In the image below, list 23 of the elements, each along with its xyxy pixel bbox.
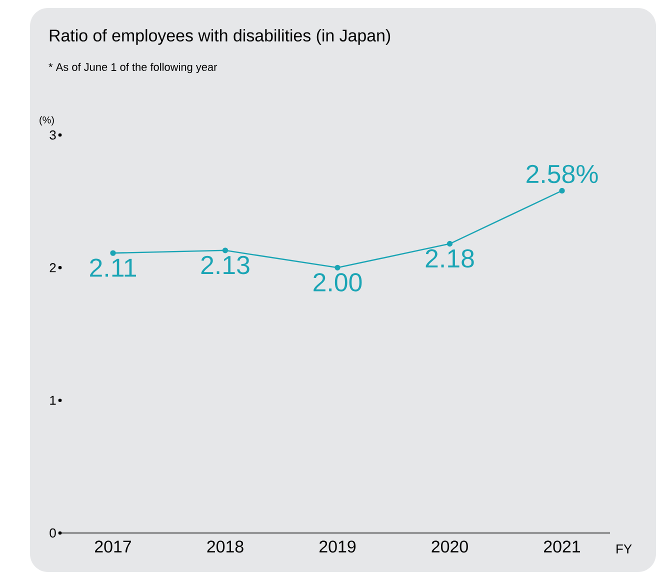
point	[110, 250, 116, 256]
chart-title: Ratio of employees with disabilities (in Japan)	[50, 29, 390, 45]
x-tick-label: 2021	[544, 540, 580, 553]
x-tick-label: 2017	[95, 540, 131, 553]
y-tick-label: 0	[50, 528, 56, 538]
y-tick-label: 2	[50, 263, 56, 272]
x-tick-label: 2020	[432, 540, 468, 553]
text: * As of June 1 of the following year	[48, 62, 218, 74]
point	[559, 188, 565, 194]
data-label: 2.58%	[526, 164, 598, 184]
y-axis-title: (%)	[40, 116, 54, 126]
point	[446, 240, 453, 247]
y-tick-label: 3	[50, 130, 56, 140]
point	[222, 248, 228, 254]
y-tick-label: 1	[50, 396, 56, 405]
point	[334, 264, 340, 270]
data-label: 2.13	[201, 256, 250, 274]
x-axis-title: FY	[616, 544, 632, 554]
data-label: 2.18	[426, 249, 474, 268]
data-label: 2.11	[90, 258, 136, 277]
data-label: 2.00	[314, 273, 362, 292]
x-tick-label: 2019	[320, 540, 356, 553]
x-tick-label: 2018	[207, 540, 244, 553]
